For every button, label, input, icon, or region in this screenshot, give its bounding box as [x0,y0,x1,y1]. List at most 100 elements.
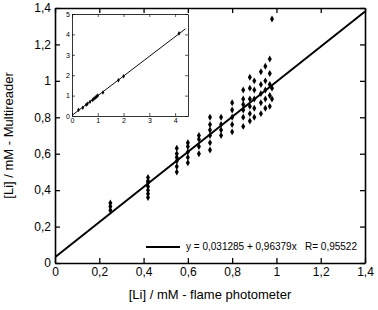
tick-mark [55,117,60,118]
tick-mark [276,8,277,13]
plot-area [72,29,185,116]
fit-line [72,29,185,116]
point [146,174,150,181]
tick-mark [360,226,365,227]
point [241,123,245,130]
tick: 4 [66,31,75,38]
tick [360,81,365,82]
tick: 1 [44,74,60,88]
tick: 0,8 [224,258,241,279]
tick-mark [72,96,75,97]
tick: 0,4 [136,258,153,279]
tick-mark [98,14,99,17]
point [252,86,256,93]
point [219,114,223,121]
point [230,121,234,128]
tick-mark [321,8,322,13]
tick-mark [55,44,60,45]
tick [72,14,73,17]
tick-label: 1,4 [34,1,51,15]
chart-container: 00,20,40,60,811,21,400,20,40,60,811,21,4… [0,0,378,310]
tick-label: 1,2 [313,265,330,279]
tick [185,75,188,76]
point [175,145,179,152]
tick [144,8,145,13]
main-chart: 00,20,40,60,811,21,400,20,40,60,811,21,4… [1,1,374,302]
point [197,132,201,139]
axis-line [73,116,189,117]
tick: 3 [66,52,75,59]
tick [124,14,125,17]
tick-label: 0,6 [180,265,197,279]
point [263,63,267,70]
tick-mark [185,75,188,76]
point [263,77,267,84]
tick [55,8,56,13]
tick-label: 1 [96,117,100,124]
tick [321,8,322,13]
chart-svg: 00,20,40,60,811,21,400,20,40,60,811,21,4… [0,0,378,310]
tick-label: 0,8 [224,265,241,279]
tick-mark [185,14,188,15]
tick [185,96,188,97]
inset-chart: 01234012345 [66,11,188,124]
axis-line [72,15,73,117]
tick [276,8,277,13]
point [259,68,263,75]
x-axis: 01234 [71,113,189,124]
tick: 0,2 [34,220,60,234]
legend-label: y = 0,031285 + 0,96379x R= 0,95522 [186,241,357,252]
tick-label: 5 [66,11,70,18]
tick [188,8,189,13]
point [270,96,274,103]
tick: 1,2 [313,258,330,279]
tick [185,55,188,56]
point [241,86,245,93]
inset-background [72,14,188,116]
tick-label: 0,4 [136,265,153,279]
tick [360,44,365,45]
tick: 2 [66,72,75,79]
tick-mark [360,8,365,9]
axis-line [188,15,189,117]
tick-label: 0,4 [34,183,51,197]
point [230,107,234,114]
point [259,99,263,106]
point [230,128,234,135]
tick-label: 0 [44,256,51,270]
tick: 0,2 [91,258,108,279]
point [208,114,212,121]
plot-area [55,12,365,258]
tick-mark [360,81,365,82]
tick-mark [360,190,365,191]
point [252,105,256,112]
point [259,81,263,88]
tick: 4 [174,113,178,124]
point [108,199,112,206]
tick-mark [72,14,73,17]
tick-mark [360,263,365,264]
tick [149,14,150,17]
point [263,105,267,112]
tick-label: 0,2 [34,220,51,234]
tick-mark [55,8,56,13]
point [208,147,212,154]
tick-mark [276,258,277,263]
tick-mark [55,81,60,82]
tick-mark [124,14,125,17]
tick-label: 1,4 [357,265,374,279]
y-axis: 00,20,40,60,811,21,4 [34,1,60,270]
tick-label: 0 [52,265,59,279]
point [208,139,212,146]
tick [360,263,365,264]
tick-mark [360,44,365,45]
tick [232,8,233,13]
tick-mark [99,8,100,13]
tick [360,190,365,191]
tick: 2 [122,113,126,124]
tick-mark [232,258,233,263]
tick-label: 2 [66,72,70,79]
tick-mark [360,154,365,155]
tick [360,8,365,9]
point [268,103,272,110]
